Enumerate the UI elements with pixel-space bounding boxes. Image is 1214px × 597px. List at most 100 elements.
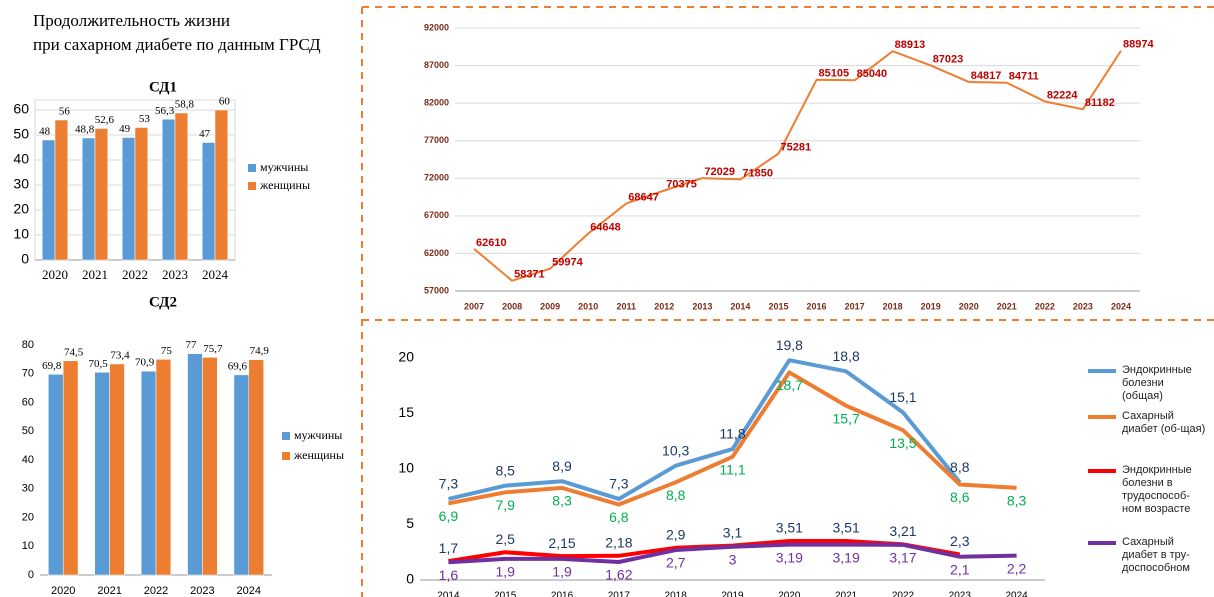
x-tick-label: 2023 [949, 591, 972, 597]
x-tick-label: 2024 [202, 267, 229, 282]
x-tick-label: 2015 [494, 591, 517, 597]
page-title: при сахарном диабете по данным ГРСД [33, 35, 321, 54]
data-label: 1,7 [439, 540, 459, 556]
data-label: 70,9 [135, 357, 155, 369]
data-label: 74,9 [250, 345, 270, 357]
legend-item: Сахарный диабет в тру-доспособном [1088, 536, 1206, 575]
data-label: 3 [729, 551, 737, 567]
x-tick-label: 2021 [82, 267, 108, 282]
y-tick-label: 10 [398, 460, 414, 476]
bar [155, 359, 172, 576]
x-tick-label: 2022 [122, 267, 148, 282]
data-line [448, 542, 1017, 565]
y-tick-label: 80 [22, 339, 34, 351]
bar [187, 353, 203, 576]
data-label: 58,8 [175, 99, 195, 111]
x-tick-label: 2022 [144, 585, 168, 597]
data-label: 75 [161, 345, 173, 357]
page-title: Продолжительность жизни [33, 11, 230, 30]
x-tick-label: 2012 [654, 301, 674, 311]
y-tick-label: 0 [21, 251, 29, 267]
data-label: 18,8 [833, 348, 860, 364]
data-label: 85105 [819, 68, 850, 80]
y-tick-label: 15 [398, 404, 414, 420]
legend-label: Сахарный диабет в тру-доспособном [1122, 536, 1190, 574]
data-label: 2,18 [605, 535, 632, 551]
legend-label: мужчины [294, 428, 342, 442]
data-label: 71850 [742, 167, 773, 179]
legend-swatch [1088, 541, 1116, 545]
data-label: 6,9 [439, 508, 459, 524]
y-tick-label: 0 [406, 571, 414, 587]
x-tick-label: 2017 [845, 301, 865, 311]
y-tick-label: 82000 [424, 98, 449, 108]
data-label: 85040 [857, 68, 888, 80]
data-label: 52,6 [95, 114, 115, 126]
x-tick-label: 2020 [51, 585, 75, 597]
data-label: 2,5 [495, 531, 515, 547]
data-label: 73,4 [110, 350, 130, 362]
data-label: 59974 [552, 257, 583, 269]
x-tick-label: 2014 [730, 301, 750, 311]
bar [41, 139, 56, 261]
data-label: 8,3 [1007, 493, 1027, 509]
data-label: 81182 [1085, 97, 1115, 109]
x-tick-label: 2016 [807, 301, 827, 311]
x-tick-label: 2023 [162, 267, 188, 282]
legend-item: Эндокринные болезни (общая) [1088, 364, 1206, 403]
data-label: 82224 [1047, 89, 1078, 101]
chart-title: СД1 [149, 79, 177, 95]
data-label: 2,15 [548, 535, 575, 551]
data-label: 2,7 [666, 555, 686, 571]
data-label: 8,6 [950, 489, 970, 505]
y-tick-label: 77000 [424, 135, 449, 145]
data-label: 7,9 [495, 497, 515, 513]
y-tick-label: 72000 [424, 173, 449, 183]
data-label: 69,6 [228, 360, 248, 372]
bar [94, 128, 109, 261]
data-label: 87023 [933, 53, 964, 65]
data-label: 69,8 [42, 360, 62, 372]
x-tick-label: 2018 [665, 591, 688, 597]
data-label: 18,7 [776, 377, 803, 393]
y-tick-label: 62000 [424, 248, 449, 258]
x-tick-label: 2022 [1035, 301, 1055, 311]
data-label: 2,9 [666, 527, 686, 543]
bar [121, 137, 136, 261]
y-tick-label: 92000 [424, 22, 449, 32]
data-label: 84817 [971, 70, 1002, 82]
x-tick-label: 2007 [464, 301, 484, 311]
data-line [447, 358, 962, 501]
data-label: 74,5 [64, 346, 84, 358]
x-tick-label: 2023 [1073, 301, 1093, 311]
data-label: 77 [185, 339, 197, 351]
bar [214, 109, 229, 261]
data-label: 56,3 [155, 105, 175, 117]
x-tick-label: 2009 [540, 301, 560, 311]
data-line [473, 50, 1122, 282]
y-tick-label: 30 [13, 176, 29, 192]
y-tick-label: 5 [406, 515, 414, 531]
data-label: 8,9 [552, 458, 572, 474]
data-label: 11,8 [719, 426, 745, 442]
x-tick-label: 2020 [42, 267, 68, 282]
bar [134, 127, 149, 261]
data-label: 88913 [895, 39, 926, 51]
bar [94, 372, 110, 576]
legend-label: женщины [293, 448, 344, 462]
data-label: 56 [59, 106, 71, 118]
data-label: 2,1 [950, 561, 970, 577]
x-tick-label: 2010 [578, 301, 598, 311]
data-label: 8,8 [950, 459, 970, 475]
legend-swatch [248, 182, 256, 190]
legend-swatch [282, 452, 290, 460]
legend-swatch [1088, 469, 1116, 473]
data-label: 6,8 [609, 509, 629, 525]
bar [109, 363, 125, 576]
data-label: 62610 [476, 237, 507, 249]
legend-swatch [1088, 415, 1116, 419]
x-tick-label: 2014 [437, 591, 460, 597]
bar [161, 119, 176, 261]
